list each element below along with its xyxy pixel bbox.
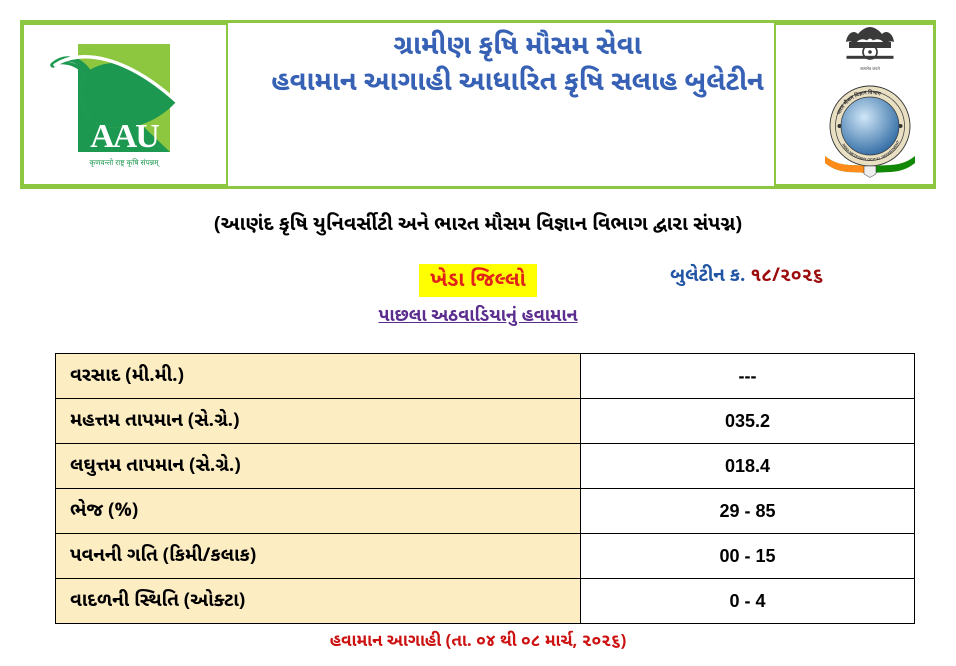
svg-text:सत्यमेव जयते: सत्यमेव जयते	[860, 66, 880, 71]
